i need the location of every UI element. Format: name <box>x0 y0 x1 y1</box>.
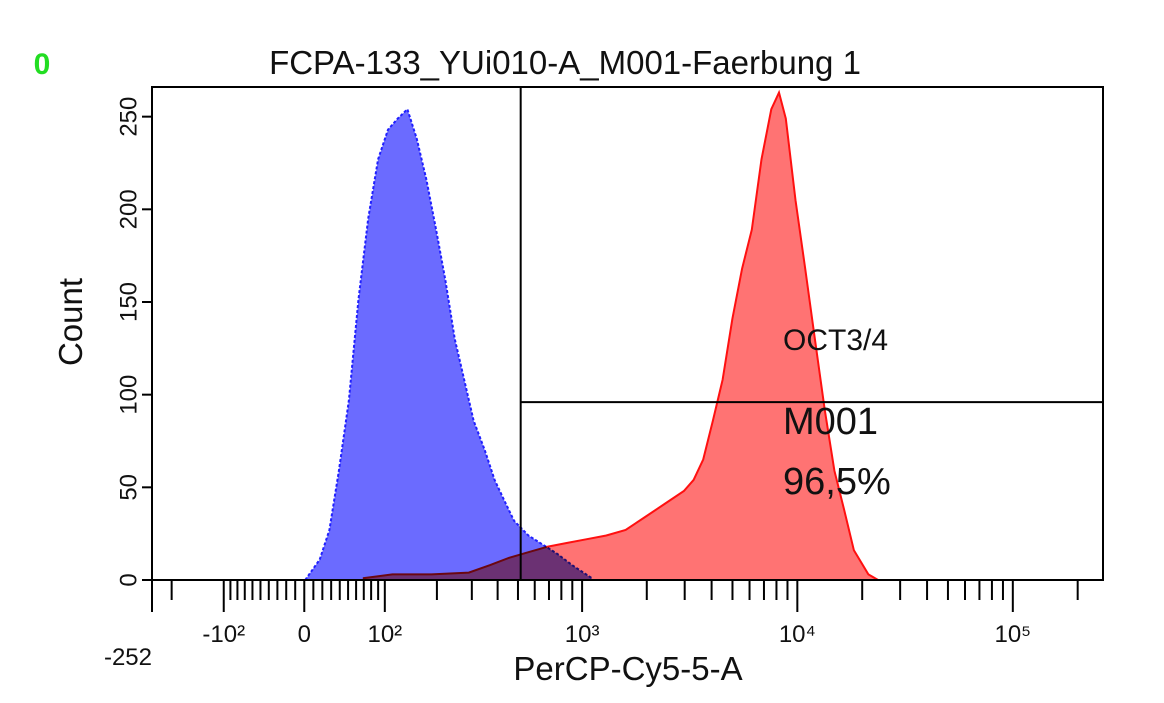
y-tick-label: 0 <box>115 573 142 586</box>
x-tick-label: 10⁴ <box>779 621 816 648</box>
x-tick-label: -252 <box>104 644 152 671</box>
y-tick-label: 200 <box>115 189 142 229</box>
gate-name: M001 <box>783 401 878 443</box>
x-tick-label: 10⁵ <box>994 621 1031 648</box>
gate-label: OCT3/4 <box>783 324 888 357</box>
chart-title: FCPA-133_YUi010-A_M001-Faerbung 1 <box>269 44 861 81</box>
y-tick-label: 50 <box>115 474 142 501</box>
histogram-area <box>362 89 882 581</box>
corner-label: 0 <box>34 48 51 81</box>
x-tick-label: 0 <box>298 621 311 648</box>
x-tick-label: 10³ <box>565 621 600 648</box>
gate-percent: 96,5% <box>783 461 891 503</box>
y-tick-label: 150 <box>115 282 142 322</box>
y-tick-label: 100 <box>115 375 142 415</box>
plot-frame <box>151 86 1104 581</box>
histogram-area <box>303 107 593 581</box>
x-axis-label: PerCP-Cy5-5-A <box>513 650 742 687</box>
x-tick-label: 10² <box>367 621 402 648</box>
x-tick-label: -10² <box>202 621 245 648</box>
y-axis-label: Count <box>52 278 89 366</box>
y-tick-label: 250 <box>115 97 142 137</box>
